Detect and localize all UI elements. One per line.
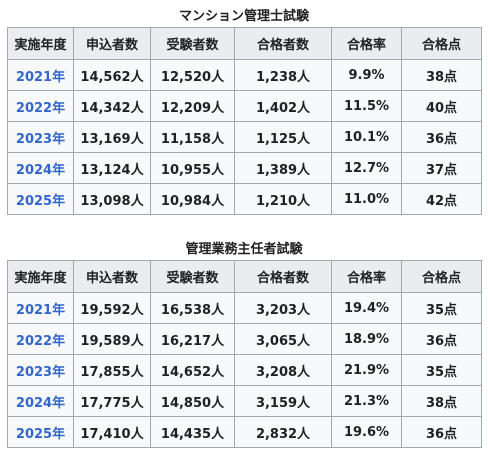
- year-link[interactable]: 2025年: [7, 183, 74, 215]
- cell-applicants: 14,562人: [73, 59, 151, 91]
- cell-passers: 1,238人: [234, 59, 332, 91]
- year-link[interactable]: 2024年: [7, 152, 74, 184]
- cell-applicants: 19,589人: [73, 323, 151, 355]
- table-title: 管理業務主任者試験: [185, 242, 303, 257]
- table-body: 2021年 19,592人 16,538人 3,203人 19.4% 35点 2022年 19…: [7, 292, 482, 448]
- year-link[interactable]: 2023年: [7, 354, 74, 386]
- cell-passers: 3,065人: [234, 323, 332, 355]
- cell-examinees: 14,435人: [150, 416, 235, 448]
- cell-pass-rate: 10.1%: [331, 121, 402, 153]
- cell-pass-rate: 9.9%: [331, 59, 402, 91]
- cell-pass-rate: 21.3%: [331, 385, 402, 417]
- cell-passers: 1,210人: [234, 183, 332, 215]
- table-row: 2022年 19,589人 16,217人 3,065人 18.9% 36点: [7, 323, 482, 355]
- cell-pass-rate: 11.0%: [331, 183, 402, 215]
- cell-pass-score: 38点: [401, 59, 482, 91]
- table-header: 実施年度 申込者数 受験者数 合格者数 合格率 合格点: [7, 260, 482, 293]
- cell-examinees: 16,538人: [150, 292, 235, 324]
- year-link[interactable]: 2023年: [7, 121, 74, 153]
- cell-pass-score: 40点: [401, 90, 482, 122]
- cell-passers: 1,389人: [234, 152, 332, 184]
- column-header-pass-score: 合格点: [401, 27, 482, 60]
- cell-examinees: 10,984人: [150, 183, 235, 215]
- table-row: 2025年 17,410人 14,435人 2,832人 19.6% 36点: [7, 416, 482, 448]
- cell-examinees: 16,217人: [150, 323, 235, 355]
- cell-pass-score: 42点: [401, 183, 482, 215]
- cell-pass-score: 36点: [401, 416, 482, 448]
- column-header-passers: 合格者数: [234, 260, 332, 293]
- kanri-gyomu-exam-table: 実施年度 申込者数 受験者数 合格者数 合格率 合格点 2021年 19,592人 16,53…: [7, 260, 482, 448]
- header-row: 実施年度 申込者数 受験者数 合格者数 合格率 合格点: [7, 260, 482, 293]
- cell-applicants: 19,592人: [73, 292, 151, 324]
- cell-passers: 3,208人: [234, 354, 332, 386]
- year-link[interactable]: 2022年: [7, 90, 74, 122]
- table-row: 2024年 17,775人 14,850人 3,159人 21.3% 38点: [7, 385, 482, 417]
- cell-applicants: 17,410人: [73, 416, 151, 448]
- cell-pass-score: 35点: [401, 354, 482, 386]
- cell-examinees: 14,850人: [150, 385, 235, 417]
- cell-pass-rate: 19.6%: [331, 416, 402, 448]
- table-title: マンション管理士試験: [178, 9, 309, 24]
- year-link[interactable]: 2022年: [7, 323, 74, 355]
- table-row: 2024年 13,124人 10,955人 1,389人 12.7% 37点: [7, 152, 482, 184]
- cell-passers: 1,125人: [234, 121, 332, 153]
- table-row: 2021年 19,592人 16,538人 3,203人 19.4% 35点: [7, 292, 482, 324]
- column-header-examinees: 受験者数: [150, 260, 235, 293]
- cell-passers: 3,203人: [234, 292, 332, 324]
- cell-pass-rate: 21.9%: [331, 354, 402, 386]
- year-link[interactable]: 2021年: [7, 59, 74, 91]
- year-link[interactable]: 2025年: [7, 416, 74, 448]
- table-row: 2025年 13,098人 10,984人 1,210人 11.0% 42点: [7, 183, 482, 215]
- table-row: 2022年 14,342人 12,209人 1,402人 11.5% 40点: [7, 90, 482, 122]
- column-header-pass-score: 合格点: [401, 260, 482, 293]
- cell-applicants: 14,342人: [73, 90, 151, 122]
- cell-pass-score: 36点: [401, 323, 482, 355]
- cell-examinees: 12,520人: [150, 59, 235, 91]
- column-header-examinees: 受験者数: [150, 27, 235, 60]
- cell-applicants: 13,169人: [73, 121, 151, 153]
- cell-passers: 3,159人: [234, 385, 332, 417]
- column-header-applicants: 申込者数: [73, 27, 151, 60]
- cell-pass-score: 35点: [401, 292, 482, 324]
- cell-examinees: 12,209人: [150, 90, 235, 122]
- column-header-year: 実施年度: [7, 27, 74, 60]
- table-row: 2023年 17,855人 14,652人 3,208人 21.9% 35点: [7, 354, 482, 386]
- cell-pass-rate: 11.5%: [331, 90, 402, 122]
- cell-applicants: 17,775人: [73, 385, 151, 417]
- table-header: 実施年度 申込者数 受験者数 合格者数 合格率 合格点: [7, 27, 482, 60]
- column-header-applicants: 申込者数: [73, 260, 151, 293]
- header-row: 実施年度 申込者数 受験者数 合格者数 合格率 合格点: [7, 27, 482, 60]
- cell-applicants: 13,124人: [73, 152, 151, 184]
- column-header-pass-rate: 合格率: [331, 260, 402, 293]
- cell-pass-score: 38点: [401, 385, 482, 417]
- cell-examinees: 10,955人: [150, 152, 235, 184]
- cell-pass-score: 37点: [401, 152, 482, 184]
- cell-passers: 1,402人: [234, 90, 332, 122]
- cell-examinees: 11,158人: [150, 121, 235, 153]
- mankan-exam-section: マンション管理士試験 実施年度 申込者数 受験者数 合格者数 合格率 合格点 2021年 1…: [7, 7, 482, 215]
- cell-examinees: 14,652人: [150, 354, 235, 386]
- cell-pass-score: 36点: [401, 121, 482, 153]
- year-link[interactable]: 2024年: [7, 385, 74, 417]
- cell-applicants: 13,098人: [73, 183, 151, 215]
- cell-passers: 2,832人: [234, 416, 332, 448]
- table-body: 2021年 14,562人 12,520人 1,238人 9.9% 38点 2022年 14,…: [7, 59, 482, 215]
- cell-pass-rate: 19.4%: [331, 292, 402, 324]
- table-row: 2021年 14,562人 12,520人 1,238人 9.9% 38点: [7, 59, 482, 91]
- year-link[interactable]: 2021年: [7, 292, 74, 324]
- kanri-gyomu-exam-section: 管理業務主任者試験 実施年度 申込者数 受験者数 合格者数 合格率 合格点 2021年 19…: [7, 240, 482, 448]
- table-row: 2023年 13,169人 11,158人 1,125人 10.1% 36点: [7, 121, 482, 153]
- cell-pass-rate: 18.9%: [331, 323, 402, 355]
- column-header-passers: 合格者数: [234, 27, 332, 60]
- column-header-year: 実施年度: [7, 260, 74, 293]
- mankan-exam-table: 実施年度 申込者数 受験者数 合格者数 合格率 合格点 2021年 14,562人 12,52…: [7, 27, 482, 215]
- cell-pass-rate: 12.7%: [331, 152, 402, 184]
- column-header-pass-rate: 合格率: [331, 27, 402, 60]
- cell-applicants: 17,855人: [73, 354, 151, 386]
